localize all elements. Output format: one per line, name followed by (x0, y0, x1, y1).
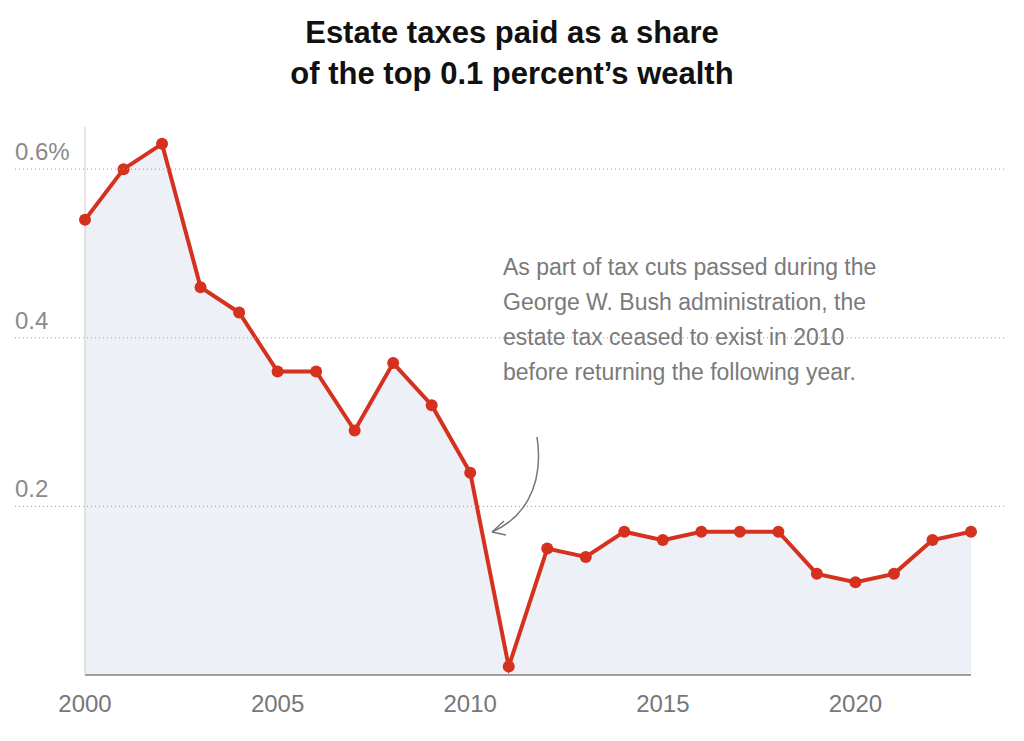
html-text:Estate taxes paid as a share o: Estate taxes paid as a share of the top … (290, 15, 734, 91)
svg-text:0.4: 0.4 (15, 307, 48, 334)
svg-text:2010: 2010 (444, 690, 497, 717)
svg-text:2005: 2005 (251, 690, 304, 717)
html-text:As part of tax cuts passed dur: As part of tax cuts passed during the Ge… (503, 254, 877, 385)
svg-text:2020: 2020 (829, 690, 882, 717)
svg-text:0.2: 0.2 (15, 475, 48, 502)
svg-text:0.6%: 0.6% (15, 138, 70, 165)
svg-text:2000: 2000 (58, 690, 111, 717)
svg-text:2015: 2015 (636, 690, 689, 717)
